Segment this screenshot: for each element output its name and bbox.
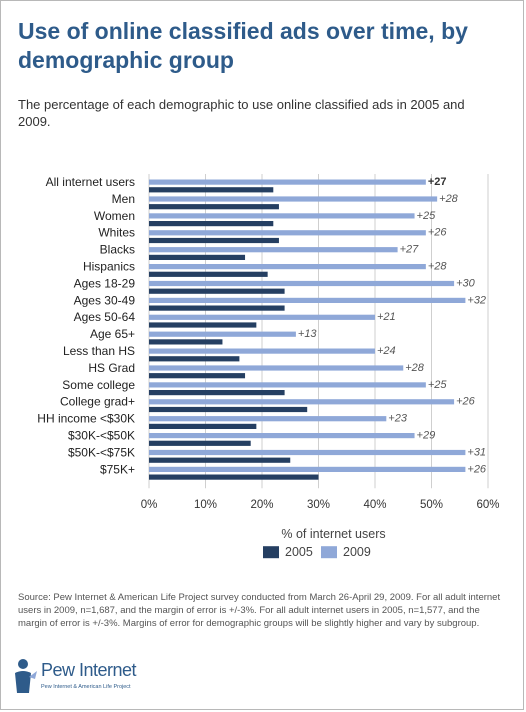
bar-2009 — [149, 382, 426, 388]
bar-2005 — [149, 474, 319, 480]
x-tick-label: 40% — [363, 499, 386, 511]
legend-swatch-2009 — [321, 546, 337, 559]
bar-2009 — [149, 399, 455, 405]
x-axis-label: % of internet users — [281, 527, 385, 541]
bar-2005 — [149, 221, 274, 227]
change-label: +24 — [377, 345, 396, 357]
bar-2005 — [149, 423, 257, 429]
category-label: Some college — [62, 378, 135, 392]
source-note: Source: Pew Internet & American Life Pro… — [18, 592, 501, 629]
bar-2009 — [149, 264, 426, 270]
bar-2005 — [149, 305, 285, 311]
bar-2009 — [149, 297, 466, 303]
chart-title: Use of online classified ads over time, … — [18, 18, 468, 73]
bar-2005 — [149, 288, 285, 294]
x-tick-label: 60% — [476, 499, 499, 511]
bar-2005 — [149, 406, 308, 413]
bar-2009 — [149, 196, 438, 202]
bar-2009 — [149, 230, 426, 236]
category-label: Men — [112, 192, 135, 206]
bar-2005 — [149, 254, 246, 260]
bar-2009 — [149, 466, 466, 472]
category-label: Blacks — [100, 243, 135, 257]
category-label: College grad+ — [60, 395, 135, 409]
change-label: +28 — [439, 193, 459, 205]
change-label: +23 — [388, 413, 408, 425]
bar-2009 — [149, 179, 426, 185]
change-label: +26 — [428, 227, 448, 239]
bar-2009 — [149, 247, 398, 253]
logo-wordmark: Pew Internet — [41, 660, 137, 680]
category-label: Hispanics — [83, 260, 135, 274]
x-tick-label: 20% — [250, 499, 273, 511]
change-label: +26 — [456, 396, 476, 408]
category-label: All internet users — [46, 175, 135, 189]
chart-subtitle: The percentage of each demographic to us… — [18, 97, 465, 129]
change-label: +31 — [467, 446, 486, 458]
bar-chart: 0% 10% 20% 30% 40% 50% 60% All internet users +2… — [1, 171, 526, 591]
legend-label-2005: 2005 — [285, 545, 313, 559]
x-tick-label: 30% — [307, 499, 330, 511]
bar-2005 — [149, 457, 291, 463]
bar-2005 — [149, 271, 268, 277]
bar-2005 — [149, 390, 285, 396]
bar-2005 — [149, 237, 279, 244]
category-label: HH income <$30K — [37, 412, 135, 426]
pew-logo-icon — [15, 659, 37, 693]
change-label: +13 — [298, 328, 318, 340]
change-label: +21 — [377, 311, 396, 323]
category-label: Whites — [98, 226, 135, 240]
change-label: +27 — [400, 244, 420, 256]
bar-2009 — [149, 331, 296, 337]
category-label: $75K+ — [100, 462, 135, 476]
bar-2005 — [149, 356, 240, 362]
chart-svg: 0% 10% 20% 30% 40% 50% 60% All internet users +2… — [37, 174, 500, 559]
category-label: Ages 30-49 — [74, 293, 136, 307]
bar-2005 — [149, 204, 279, 210]
bar-2005 — [149, 187, 274, 193]
legend-label-2009: 2009 — [343, 545, 371, 559]
change-label: +26 — [467, 463, 487, 475]
bar-2005 — [149, 339, 223, 345]
bar-2009 — [149, 213, 415, 219]
change-label: +28 — [428, 261, 448, 273]
bar-2009 — [149, 348, 375, 354]
bar-2005 — [149, 373, 246, 379]
change-label: +27 — [428, 176, 447, 188]
bar-2009 — [149, 314, 375, 320]
category-label: Age 65+ — [90, 327, 135, 341]
bar-2009 — [149, 433, 415, 439]
category-label: HS Grad — [88, 361, 135, 375]
category-label: $50K-<$75K — [68, 445, 135, 459]
x-tick-label: 50% — [420, 499, 443, 511]
bar-2005 — [149, 322, 257, 328]
change-label: +25 — [417, 210, 437, 222]
category-label: Ages 18-29 — [74, 276, 136, 290]
bar-2009 — [149, 416, 387, 422]
legend-swatch-2005 — [263, 546, 279, 559]
category-label: Women — [94, 209, 135, 223]
bar-2009 — [149, 280, 455, 287]
pew-internet-logo: Pew Internet Pew Internet & American Lif… — [11, 657, 171, 697]
change-label: +30 — [456, 277, 476, 289]
change-label: +32 — [467, 294, 486, 306]
category-label: Less than HS — [63, 344, 135, 358]
change-label: +29 — [417, 430, 436, 442]
bar-2009 — [149, 449, 466, 456]
bar-2009 — [149, 365, 404, 371]
change-label: +25 — [428, 379, 448, 391]
bar-2005 — [149, 440, 251, 446]
category-label: $30K-<$50K — [68, 429, 135, 443]
x-tick-label: 0% — [141, 499, 158, 511]
logo-tagline: Pew Internet & American Life Project — [41, 684, 131, 690]
x-tick-label: 10% — [194, 499, 217, 511]
change-label: +28 — [405, 362, 425, 374]
category-label: Ages 50-64 — [74, 310, 136, 324]
